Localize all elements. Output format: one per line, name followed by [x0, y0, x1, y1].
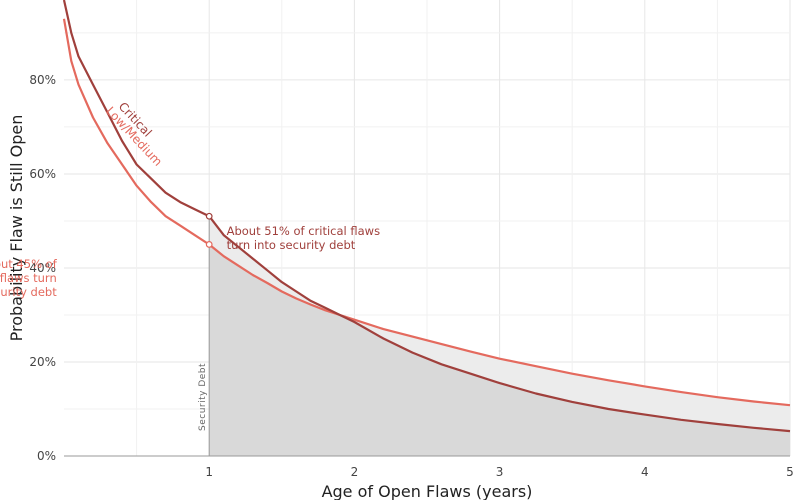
series-line-low-medium: [62, 18, 791, 407]
y-axis-title: Probability Flaw is Still Open: [7, 115, 26, 342]
threshold-marker: [205, 241, 213, 248]
annotations: Security Debt About 51% of critical flaws…: [0, 224, 380, 431]
security-debt-shading: [208, 216, 790, 456]
threshold-marker: [205, 212, 213, 220]
annotation-line: into security debt: [0, 285, 57, 299]
between-curves-band: [209, 216, 790, 432]
y-tick-label: 40%: [29, 261, 56, 275]
y-tick-label: 0%: [37, 449, 56, 463]
x-axis-title: Age of Open Flaws (years): [322, 482, 533, 500]
annotation-line: About 51% of critical flaws: [227, 224, 380, 238]
annotation-critical: About 51% of critical flaws turn into sec…: [227, 224, 380, 252]
y-tick-label: 60%: [29, 167, 56, 181]
threshold-markers: [205, 212, 213, 248]
security-debt-area: [209, 244, 790, 456]
series-lines: [62, 0, 791, 433]
axes: 1 2 3 4 5 0% 20% 40% 60% 80% Age of Open Flaws (ye…: [7, 73, 794, 500]
y-tick-label: 20%: [29, 355, 56, 369]
x-tick-label: 4: [641, 465, 649, 479]
y-tick-label: 80%: [29, 73, 56, 87]
x-tick-label: 2: [351, 465, 359, 479]
annotation-line: turn into security debt: [227, 238, 356, 252]
annotation-line: About 45% of: [0, 257, 58, 271]
annotation-line: low/medium flaws turn: [0, 271, 57, 285]
series-line-critical: [62, 0, 791, 433]
x-tick-label: 5: [786, 465, 794, 479]
x-tick-label: 1: [205, 465, 213, 479]
x-tick-label: 3: [496, 465, 504, 479]
security-debt-label: Security Debt: [198, 363, 208, 431]
